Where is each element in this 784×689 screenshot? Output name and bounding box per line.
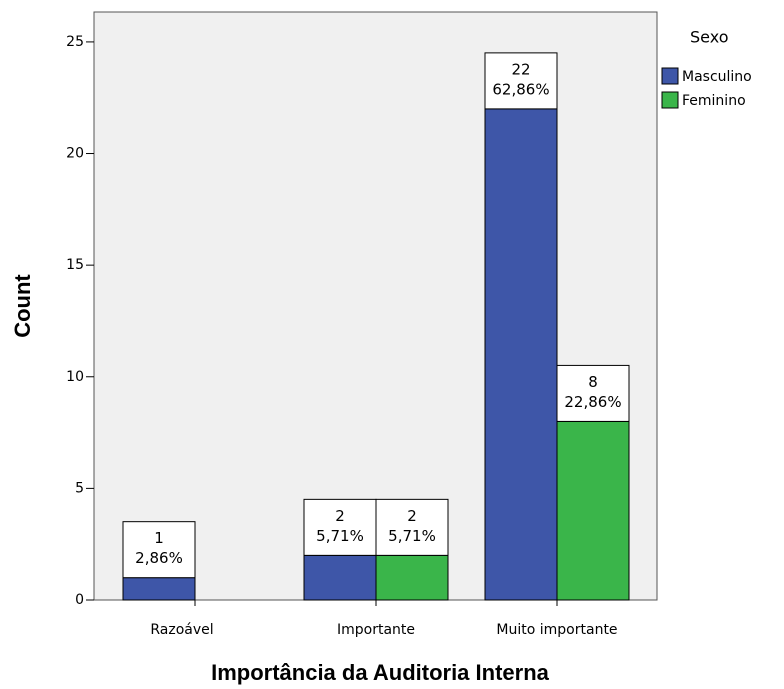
data-label-box bbox=[122, 521, 196, 579]
bar bbox=[556, 420, 630, 601]
legend-swatch bbox=[661, 91, 679, 109]
bar bbox=[122, 577, 196, 601]
legend-title: Sexo bbox=[690, 28, 728, 47]
legend-label: Masculino bbox=[682, 69, 752, 85]
y-tick-label: 25 bbox=[66, 34, 84, 50]
data-label: 8 bbox=[588, 373, 598, 391]
y-tick-label: 0 bbox=[75, 592, 84, 608]
x-tick-label: Razoável bbox=[150, 622, 213, 638]
y-tick-label: 15 bbox=[66, 257, 84, 273]
bar bbox=[303, 554, 377, 601]
data-label: 22 bbox=[511, 60, 530, 78]
data-label: 2 bbox=[335, 507, 345, 525]
data-label-box bbox=[375, 498, 449, 556]
data-label: 2 bbox=[407, 507, 417, 525]
y-tick-label: 5 bbox=[75, 480, 84, 496]
y-tick-label: 20 bbox=[66, 146, 84, 162]
x-tick-label: Importante bbox=[337, 622, 415, 638]
bar bbox=[484, 108, 558, 601]
data-label: 1 bbox=[154, 529, 164, 547]
x-axis-title: Importância da Auditoria Interna bbox=[211, 660, 550, 685]
legend-swatch bbox=[661, 67, 679, 85]
data-label: 62,86% bbox=[492, 80, 549, 98]
legend-label: Feminino bbox=[682, 93, 746, 109]
data-label: 2,86% bbox=[135, 549, 183, 567]
data-label: 5,71% bbox=[388, 527, 436, 545]
data-label: 5,71% bbox=[316, 527, 364, 545]
data-label-box bbox=[556, 364, 630, 422]
x-tick-label: Muito importante bbox=[496, 622, 617, 638]
y-tick-label: 10 bbox=[66, 369, 84, 385]
bar bbox=[375, 554, 449, 601]
data-label: 22,86% bbox=[564, 393, 621, 411]
data-label-box bbox=[484, 52, 558, 110]
y-axis-title: Count bbox=[10, 274, 35, 338]
